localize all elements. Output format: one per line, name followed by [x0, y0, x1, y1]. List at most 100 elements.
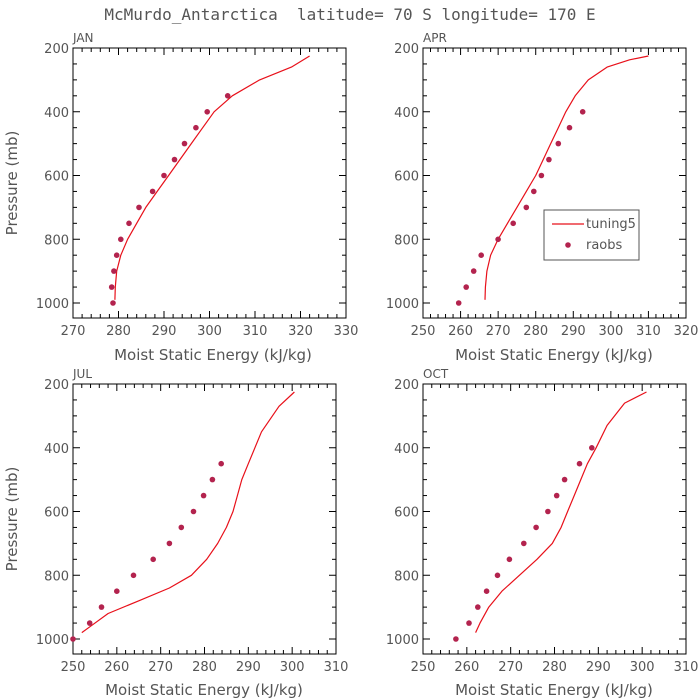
panel-title-jan: JAN: [72, 31, 94, 45]
series-line-tuning5: [475, 391, 647, 633]
data-point-raobs: [478, 252, 485, 258]
y-tick-label: 200: [394, 42, 419, 57]
series-apr: [455, 55, 649, 306]
data-point-raobs: [209, 476, 216, 483]
plot-frame-oct: [422, 383, 687, 655]
legend-box: [543, 209, 640, 261]
x-tick-label: 280: [106, 324, 131, 339]
x-tick-label: 260: [448, 324, 473, 339]
data-point-raobs: [510, 220, 516, 227]
data-point-raobs: [546, 156, 552, 163]
ticks-oct: 250 260 270 280 290 300 310 200 400 600 800 1000: [386, 378, 699, 675]
y-tick-label: 1000: [36, 633, 69, 648]
y-tick-label: 600: [44, 506, 69, 521]
y-tick-label: 800: [394, 569, 419, 584]
data-point-raobs: [475, 604, 481, 610]
series-line-tuning5: [114, 55, 310, 300]
data-point-raobs: [495, 236, 501, 243]
legend-dot-swatch: [565, 242, 571, 248]
ticks-jul: 250 260 270 280 290 300 310 200 400 600 800 1000: [36, 378, 349, 675]
panel-title-oct: OCT: [423, 367, 449, 381]
x-tick-label: 330: [334, 324, 359, 339]
x-tick-label: 320: [288, 324, 313, 339]
series-oct: [453, 391, 647, 642]
data-point-raobs: [555, 140, 562, 147]
data-point-raobs: [171, 156, 178, 163]
figure-title: McMurdo_Antarctica latitude= 70 S longit…: [104, 5, 595, 24]
plot-frame-jul: [72, 383, 337, 655]
y-tick-label: 800: [394, 233, 419, 248]
data-point-raobs: [453, 636, 459, 642]
data-point-raobs: [136, 204, 142, 211]
ticks-apr: 250 260 270 280 290 300 310 320 200 400 600 800 1000: [386, 42, 699, 339]
ticks-jan: 270 280 290 300 310 320 330 200 400 600 800 1000: [36, 42, 359, 339]
legend: tuning5 raobs: [543, 209, 640, 261]
data-point-raobs: [190, 508, 197, 515]
legend-label-tuning5: tuning5: [586, 217, 636, 232]
x-tick-label: 280: [192, 660, 217, 675]
data-point-raobs: [455, 300, 462, 306]
panel-jul: JUL 250 260 270 280 290 300 310 200 400 600 800 100…: [3, 367, 348, 699]
data-point-raobs: [166, 540, 173, 547]
x-tick-label: 290: [561, 324, 586, 339]
data-point-raobs: [466, 620, 472, 626]
y-tick-label: 400: [44, 106, 69, 121]
y-tick-label: 400: [394, 442, 419, 457]
data-point-raobs: [521, 540, 527, 547]
series-jan: [108, 55, 310, 306]
data-point-raobs: [566, 124, 573, 131]
data-point-raobs: [200, 492, 207, 499]
x-tick-label: 300: [598, 324, 623, 339]
x-tick-label: 300: [197, 324, 222, 339]
x-tick-label: 290: [152, 324, 177, 339]
data-point-raobs: [579, 109, 586, 115]
y-tick-label: 200: [394, 378, 419, 393]
x-tick-label: 260: [454, 660, 479, 675]
x-tick-label: 270: [148, 660, 173, 675]
x-tick-label: 250: [411, 660, 436, 675]
panel-apr: APR 250 260 270 280 290 300 310 320 200 400 600 800…: [386, 31, 699, 364]
data-point-raobs: [589, 445, 595, 451]
x-tick-label: 280: [523, 324, 548, 339]
x-tick-label: 310: [674, 660, 699, 675]
data-point-raobs: [70, 636, 76, 642]
data-point-raobs: [181, 140, 188, 147]
data-point-raobs: [561, 476, 568, 483]
data-point-raobs: [178, 524, 185, 531]
data-point-raobs: [533, 524, 539, 531]
data-point-raobs: [470, 268, 477, 274]
data-point-raobs: [150, 556, 156, 563]
data-point-raobs: [193, 124, 199, 131]
x-tick-label: 250: [61, 660, 86, 675]
plot-frame-jan: [72, 47, 347, 319]
data-point-raobs: [538, 172, 545, 179]
data-point-raobs: [130, 572, 137, 579]
y-tick-label: 600: [44, 170, 69, 185]
y-tick-label: 200: [44, 378, 69, 393]
data-point-raobs: [483, 588, 490, 594]
data-point-raobs: [523, 204, 530, 211]
panel-title-jul: JUL: [72, 367, 92, 381]
panel-title-apr: APR: [423, 31, 447, 45]
x-tick-label: 280: [542, 660, 567, 675]
x-tick-label: 270: [486, 324, 511, 339]
data-point-raobs: [114, 588, 120, 594]
legend-label-raobs: raobs: [586, 238, 623, 253]
x-tick-label: 300: [630, 660, 655, 675]
y-tick-label: 800: [44, 569, 69, 584]
y-tick-label: 200: [44, 42, 69, 57]
data-point-raobs: [161, 172, 167, 179]
y-tick-label: 400: [394, 106, 419, 121]
x-tick-label: 270: [61, 324, 86, 339]
x-tick-label: 310: [243, 324, 268, 339]
x-tick-label: 320: [674, 324, 699, 339]
data-point-raobs: [553, 492, 560, 499]
data-point-raobs: [113, 252, 120, 258]
x-tick-label: 270: [498, 660, 523, 675]
data-point-raobs: [111, 268, 117, 274]
x-tick-label: 310: [324, 660, 349, 675]
data-point-raobs: [110, 300, 116, 306]
x-tick-label: 260: [104, 660, 129, 675]
panel-oct: OCT 250 260 270 280 290 300 310 200 400 600 800 100…: [386, 367, 699, 699]
